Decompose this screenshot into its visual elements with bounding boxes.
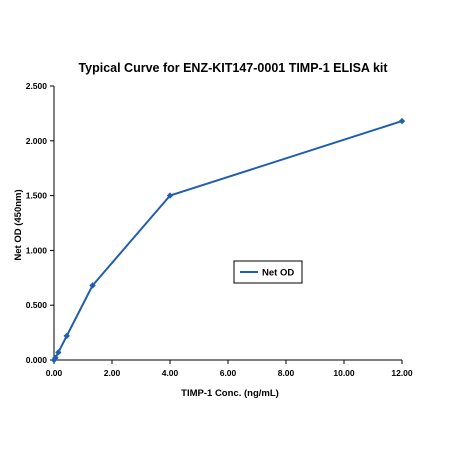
y-tick-label: 2.500 [26, 81, 48, 91]
x-tick-label: 4.00 [162, 368, 179, 378]
legend-label: Net OD [262, 268, 294, 279]
series-line [53, 120, 403, 361]
x-tick-label: 8.00 [278, 368, 295, 378]
y-axis-title: Net OD (450nm) [13, 189, 24, 260]
y-tick-label: 0.000 [26, 355, 48, 365]
y-tick-label: 0.500 [26, 300, 48, 310]
data-point-marker [52, 354, 59, 362]
x-tick-label: 6.00 [220, 368, 237, 378]
x-axis-title: TIMP-1 Conc. (ng/mL) [181, 388, 279, 399]
data-point-marker [166, 192, 174, 199]
y-tick-label: 1.000 [26, 245, 48, 255]
legend-box [233, 260, 303, 284]
y-tick-label: 2.000 [26, 136, 48, 146]
data-point-marker [89, 282, 96, 289]
data-point-marker [398, 117, 406, 125]
legend: Net OD [233, 260, 303, 284]
data-point-marker [55, 349, 62, 356]
y-tick-label: 1.500 [26, 191, 48, 201]
data-point-marker [63, 332, 70, 340]
plot-area: 0.000 0.500 1.000 1.500 2.000 2.500 0.00 2.00 4.… [26, 81, 413, 378]
x-tick-label: 12.00 [391, 368, 413, 378]
x-tick-label: 2.00 [104, 368, 121, 378]
x-tick-label: 10.00 [333, 368, 355, 378]
x-tick-label: 0.00 [46, 368, 63, 378]
chart-title: Typical Curve for ENZ-KIT147-0001 TIMP-1… [78, 61, 388, 75]
